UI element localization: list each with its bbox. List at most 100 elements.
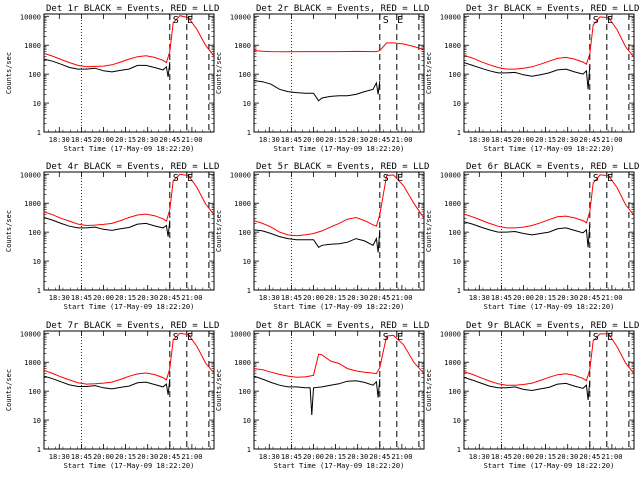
y-tick-label: 100 [448, 229, 461, 237]
start-marker-label: S [593, 332, 599, 343]
y-tick-label: 1000 [234, 42, 251, 50]
x-tick-label: 20:00 [93, 136, 114, 144]
x-tick-label: 20:30 [557, 294, 578, 302]
y-tick-label: 10000 [20, 171, 41, 179]
plot-frame [253, 330, 425, 450]
series-line-events [464, 376, 591, 400]
x-tick-label: 21:00 [601, 453, 622, 461]
y-tick-label: 1 [37, 129, 41, 137]
x-tick-label: 18:30 [469, 453, 490, 461]
x-tick-label: 20:45 [369, 453, 390, 461]
y-tick-label: 1000 [24, 359, 41, 367]
x-tick-label: 18:45 [491, 136, 512, 144]
series-line-events [44, 375, 171, 395]
x-tick-label: 20:00 [513, 136, 534, 144]
chart-title: Det 3r BLACK = Events, RED = LLD [466, 4, 639, 14]
end-marker-label: E [187, 15, 193, 26]
y-axis-label: Counts/sec [425, 369, 433, 411]
y-tick-label: 100 [28, 229, 41, 237]
start-marker-label: S [593, 173, 599, 184]
x-tick-label: 20:30 [137, 294, 158, 302]
y-tick-label: 10 [243, 258, 251, 266]
plot-frame [463, 171, 635, 291]
plot-frame [463, 330, 635, 450]
x-tick-label: 21:00 [181, 136, 202, 144]
chart-panel: Det 6r BLACK = Events, RED = LLD Counts/s… [425, 162, 639, 311]
plot-frame [253, 171, 425, 291]
x-axis-label: Start Time (17-May-09 18:22:20) [64, 145, 195, 153]
chart-panel: Det 2r BLACK = Events, RED = LLD Counts/s… [215, 4, 429, 153]
series-line-lld [254, 42, 424, 53]
y-tick-label: 10000 [20, 330, 41, 338]
x-tick-label: 20:15 [115, 294, 136, 302]
x-tick-label: 20:45 [369, 294, 390, 302]
x-tick-label: 21:00 [601, 294, 622, 302]
end-marker-label: E [397, 173, 403, 184]
x-tick-label: 18:30 [469, 136, 490, 144]
y-axis-label: Counts/sec [215, 369, 223, 411]
series-line-events [464, 62, 591, 90]
x-tick-label: 18:30 [259, 294, 280, 302]
chart-panel: Det 7r BLACK = Events, RED = LLD Counts/s… [5, 321, 219, 470]
x-tick-label: 20:45 [579, 136, 600, 144]
y-axis-label: Counts/sec [5, 369, 13, 411]
chart-panel: Det 1r BLACK = Events, RED = LLD Counts/s… [5, 4, 219, 153]
x-tick-label: 20:15 [535, 294, 556, 302]
series-line-lld [44, 15, 214, 68]
x-tick-label: 21:00 [391, 453, 412, 461]
x-axis-label: Start Time (17-May-09 18:22:20) [64, 462, 195, 470]
chart-title: Det 9r BLACK = Events, RED = LLD [466, 321, 639, 331]
chart-panel: Det 3r BLACK = Events, RED = LLD Counts/s… [425, 4, 639, 153]
x-tick-label: 20:30 [137, 136, 158, 144]
x-tick-label: 18:30 [49, 136, 70, 144]
x-tick-label: 18:45 [281, 294, 302, 302]
y-tick-label: 100 [238, 229, 251, 237]
x-tick-label: 20:15 [325, 453, 346, 461]
y-tick-label: 1000 [444, 42, 461, 50]
y-tick-label: 1000 [234, 359, 251, 367]
x-tick-label: 18:45 [491, 294, 512, 302]
y-tick-label: 10 [453, 100, 461, 108]
end-marker-label: E [187, 332, 193, 343]
x-tick-label: 20:45 [159, 136, 180, 144]
x-tick-label: 18:45 [491, 453, 512, 461]
y-tick-label: 10000 [20, 13, 41, 21]
x-axis-label: Start Time (17-May-09 18:22:20) [484, 303, 615, 311]
x-tick-label: 20:00 [93, 294, 114, 302]
y-axis-label: Counts/sec [215, 210, 223, 252]
x-tick-label: 18:30 [259, 453, 280, 461]
x-axis-label: Start Time (17-May-09 18:22:20) [484, 462, 615, 470]
x-tick-label: 20:00 [303, 453, 324, 461]
x-tick-label: 20:30 [137, 453, 158, 461]
x-tick-label: 21:00 [181, 453, 202, 461]
end-marker-label: E [607, 173, 613, 184]
chart-title: Det 1r BLACK = Events, RED = LLD [46, 4, 219, 14]
x-tick-label: 20:15 [535, 136, 556, 144]
x-tick-label: 18:30 [259, 136, 280, 144]
y-tick-label: 1 [247, 129, 251, 137]
series-line-events [254, 375, 381, 416]
series-line-events [44, 217, 171, 237]
y-tick-label: 100 [28, 71, 41, 79]
x-tick-label: 20:30 [347, 294, 368, 302]
x-tick-label: 21:00 [601, 136, 622, 144]
y-tick-label: 10 [33, 258, 41, 266]
x-tick-label: 18:45 [71, 294, 92, 302]
x-tick-label: 20:30 [557, 136, 578, 144]
y-tick-label: 1 [37, 287, 41, 295]
end-marker-label: E [607, 332, 613, 343]
plot-frame [253, 13, 425, 133]
y-tick-label: 1000 [444, 200, 461, 208]
y-tick-label: 100 [448, 71, 461, 79]
x-tick-label: 21:00 [181, 294, 202, 302]
chart-panel: Det 9r BLACK = Events, RED = LLD Counts/s… [425, 321, 639, 470]
y-tick-label: 1 [247, 287, 251, 295]
x-tick-label: 20:45 [159, 294, 180, 302]
x-tick-label: 20:45 [579, 453, 600, 461]
x-tick-label: 20:45 [159, 453, 180, 461]
chart-title: Det 4r BLACK = Events, RED = LLD [46, 162, 219, 172]
x-tick-label: 20:30 [557, 453, 578, 461]
start-marker-label: S [173, 332, 179, 343]
chart-panel: Det 5r BLACK = Events, RED = LLD Counts/s… [215, 162, 429, 311]
